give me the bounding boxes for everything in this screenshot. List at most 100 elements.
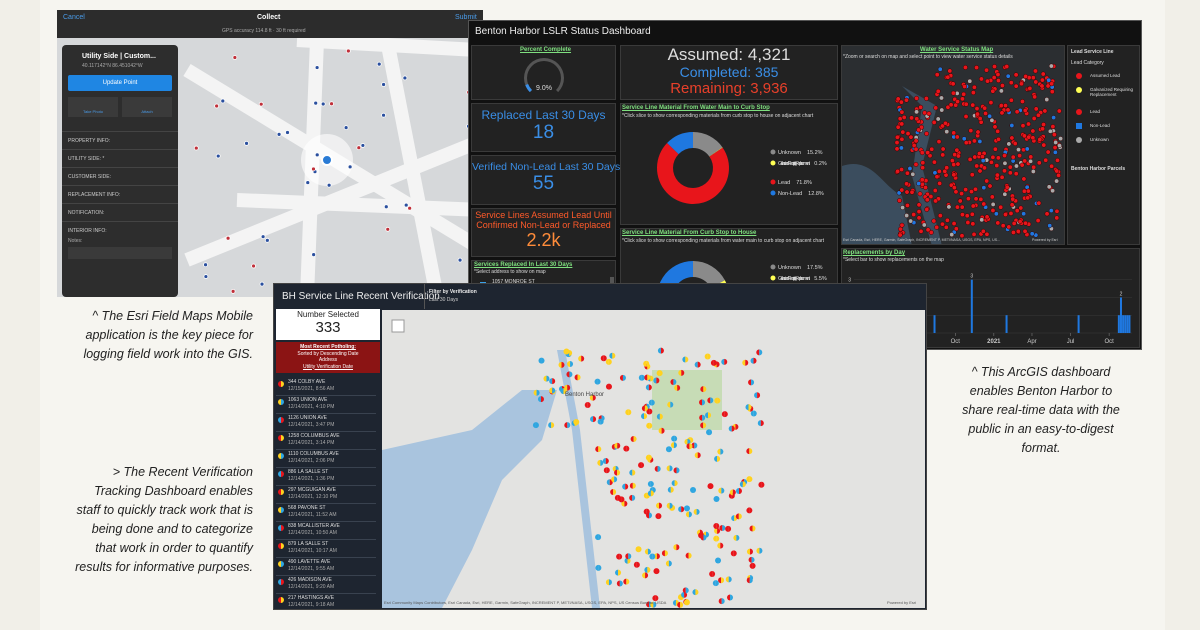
- filter[interactable]: Filter by Verification Last 30 Days: [424, 284, 477, 309]
- map-point: [1041, 142, 1047, 148]
- map-point: [647, 490, 654, 497]
- list-row[interactable]: 490 LAVETTE AVE 12/14/2021, 9:55 AM: [276, 558, 376, 576]
- bar[interactable]: [1117, 315, 1120, 333]
- row-address: 1258 COLUMBUS AVE: [288, 433, 340, 439]
- map-point: [996, 136, 1001, 142]
- map-point: [699, 399, 706, 406]
- point-half: [678, 369, 682, 376]
- map-point: [629, 482, 636, 489]
- map-point: [1049, 89, 1055, 95]
- map-point: [560, 388, 567, 395]
- assumed-lead-value: 2.2k: [526, 230, 561, 250]
- point-half: [611, 443, 615, 450]
- point-half: [629, 482, 633, 489]
- row-address: 1126 UNION AVE: [288, 415, 327, 421]
- section-row[interactable]: CUSTOMER SIDE:: [62, 167, 178, 185]
- notes-field[interactable]: [68, 247, 172, 259]
- map-tool[interactable]: [391, 319, 405, 333]
- gauge: 9.0%: [524, 58, 564, 93]
- point-half: [759, 349, 763, 356]
- row-icon: [278, 471, 284, 477]
- point-half: [551, 422, 555, 429]
- submit[interactable]: Submit: [455, 14, 477, 21]
- bar[interactable]: [1119, 297, 1122, 333]
- point-half: [651, 399, 655, 406]
- bar[interactable]: [933, 315, 936, 333]
- map-point: [725, 525, 732, 532]
- donut-slice[interactable]: [709, 147, 723, 157]
- bar[interactable]: [1005, 315, 1008, 333]
- map-point: [638, 374, 645, 381]
- point-half: [612, 352, 616, 359]
- cancel[interactable]: Cancel: [63, 14, 85, 21]
- point-half: [535, 422, 539, 429]
- list-row[interactable]: 886 LA SALLE ST 12/14/2021, 1:36 PM: [276, 468, 376, 486]
- point-half: [635, 546, 639, 553]
- point-half: [538, 357, 542, 364]
- attach-button[interactable]: Attach: [122, 97, 172, 117]
- bar[interactable]: [1124, 315, 1127, 333]
- map-point: [1002, 168, 1007, 174]
- list-row[interactable]: 297 MCGUIGAN AVE 12/14/2021, 12:10 PM: [276, 486, 376, 504]
- bar[interactable]: [1128, 315, 1131, 333]
- donut-slice[interactable]: [693, 261, 725, 288]
- map-point: [667, 401, 674, 408]
- photo-button[interactable]: Take Photo: [68, 97, 118, 117]
- point-half: [647, 490, 651, 497]
- list-row[interactable]: 879 LA SALLE ST 12/14/2021, 10:17 AM: [276, 540, 376, 558]
- point-half: [674, 480, 678, 487]
- list-row[interactable]: 426 MADISON AVE 12/14/2021, 9:20 AM: [276, 576, 376, 594]
- legend-name: Unknown: [778, 150, 801, 156]
- legend-swatch: [1076, 137, 1082, 143]
- donut-slice[interactable]: [693, 132, 723, 157]
- section-row[interactable]: INTERIOR INFO:: [62, 221, 178, 239]
- list-row[interactable]: 1063 UNION AVE 12/14/2021, 4:10 PM: [276, 396, 376, 414]
- map-point: [992, 124, 998, 130]
- row-date: 12/14/2021, 10:17 AM: [288, 548, 337, 554]
- point-half: [621, 496, 625, 503]
- section-row[interactable]: NOTIFICATION:: [62, 203, 178, 221]
- section-row[interactable]: REPLACEMENT INFO:: [62, 185, 178, 203]
- list-row[interactable]: 1126 UNION AVE 12/14/2021, 3:47 PM: [276, 414, 376, 432]
- map-point: [735, 488, 742, 495]
- map-point: [1006, 141, 1012, 147]
- section-row[interactable]: PROPERTY INFO:: [62, 131, 178, 149]
- point-half: [649, 408, 653, 415]
- map-point: [1007, 170, 1013, 176]
- map-point: [232, 55, 238, 60]
- bar[interactable]: [1077, 315, 1080, 333]
- list-row[interactable]: 1110 COLUMBUS AVE 12/14/2021, 2:06 PM: [276, 450, 376, 468]
- map-point: [644, 374, 651, 381]
- point-half: [648, 399, 652, 406]
- point-half: [694, 361, 698, 368]
- row-date: 12/14/2021, 10:50 AM: [288, 530, 337, 536]
- point-half: [731, 425, 735, 432]
- legend-value: 71.8%: [796, 180, 812, 186]
- point-half: [603, 467, 607, 474]
- point-half: [730, 550, 734, 557]
- point-half: [633, 436, 637, 443]
- map-point: [1003, 103, 1008, 109]
- list-row[interactable]: 344 COLBY AVE 12/15/2021, 8:56 AM: [276, 378, 376, 396]
- bar[interactable]: [1122, 315, 1125, 333]
- point-half: [552, 378, 556, 385]
- map-point: [946, 204, 952, 210]
- map-point: [959, 191, 965, 197]
- donut-slice[interactable]: [667, 132, 693, 155]
- bar[interactable]: [970, 279, 973, 333]
- point-half: [720, 542, 724, 549]
- list-row[interactable]: 568 PAVONE ST 12/14/2021, 11:52 AM: [276, 504, 376, 522]
- bar[interactable]: [1126, 315, 1129, 333]
- donut-slice[interactable]: [657, 143, 729, 204]
- map-point: [935, 88, 941, 94]
- map-point: [614, 469, 621, 476]
- list-row[interactable]: 217 HASTINGS AVE 12/14/2021, 9:18 AM: [276, 594, 376, 609]
- list-row[interactable]: 1258 COLUMBUS AVE 12/14/2021, 3:14 PM: [276, 432, 376, 450]
- section-row[interactable]: UTILITY SIDE: *: [62, 149, 178, 167]
- map-point: [995, 78, 1001, 84]
- map-point: [931, 119, 937, 125]
- point-half: [694, 452, 698, 459]
- list-row[interactable]: 838 MCALLISTER AVE 12/14/2021, 10:50 AM: [276, 522, 376, 540]
- update-button[interactable]: Update Point: [68, 75, 172, 91]
- map-point: [193, 145, 199, 151]
